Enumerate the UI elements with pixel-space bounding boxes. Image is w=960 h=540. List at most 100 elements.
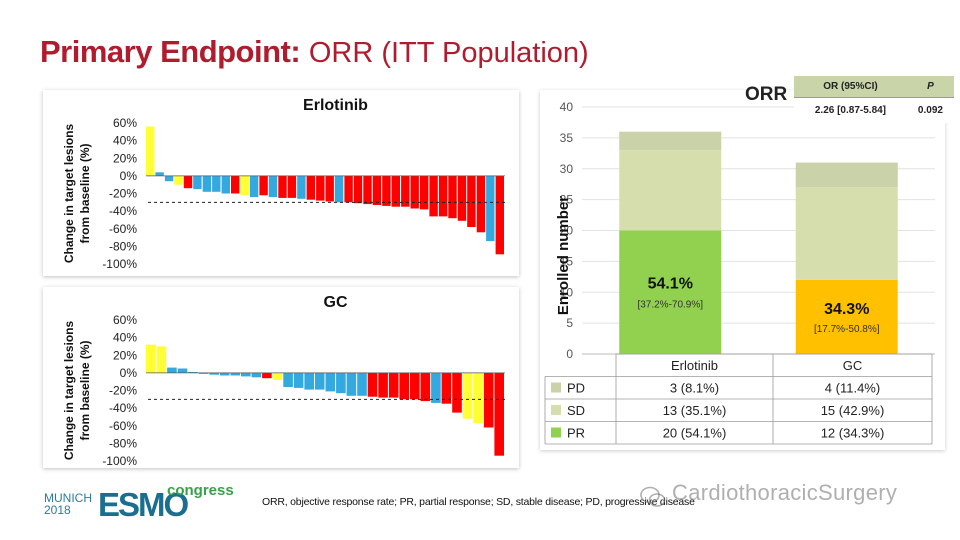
logo-city-year: MUNICH 2018 bbox=[44, 492, 92, 516]
waterfall-bar bbox=[259, 175, 268, 196]
waterfall-bar bbox=[209, 372, 219, 375]
y-tick-label: 35 bbox=[560, 131, 574, 145]
stack-ylabel: Enrolled number bbox=[555, 196, 572, 315]
stack-segment bbox=[619, 131, 722, 151]
waterfall-bar bbox=[372, 175, 382, 205]
waterfall-bar bbox=[367, 372, 378, 397]
waterfall-bar bbox=[410, 175, 419, 209]
y-tick-label: -100% bbox=[102, 257, 137, 271]
waterfall-bar bbox=[357, 372, 367, 396]
waterfall-bar bbox=[336, 372, 346, 394]
waterfall-ylabel: Change in target lesions from baseline (%… bbox=[62, 123, 92, 263]
waterfall-bar bbox=[262, 372, 272, 379]
y-tick-label: 0% bbox=[120, 366, 138, 380]
waterfall-bar bbox=[268, 175, 278, 198]
y-tick-label: -80% bbox=[109, 436, 137, 450]
y-tick-label: 15 bbox=[560, 254, 574, 268]
waterfall-bar bbox=[448, 175, 457, 219]
title-bold: Primary Endpoint: bbox=[40, 34, 301, 69]
ylabel-line: Change in target lesions bbox=[62, 320, 76, 460]
orr-stacked-chart: 0 5 10 15 20 25 30 35 40 Enrolled number 54.1% [37.… bbox=[544, 100, 935, 445]
waterfall-bar bbox=[457, 175, 467, 221]
y-tick-label: 30 bbox=[560, 162, 574, 176]
waterfall-bar bbox=[316, 175, 325, 201]
waterfall-bar bbox=[287, 175, 297, 198]
bar-percent-label: 54.1% bbox=[648, 275, 693, 292]
bar-ci-label: [37.2%-70.9%] bbox=[637, 299, 703, 310]
gc-waterfall-chart: GC Change in target lesions from baseline … bbox=[62, 294, 505, 468]
waterfall-bar bbox=[334, 175, 344, 203]
waterfall-bar bbox=[346, 372, 357, 396]
ylabel-line: from baseline (%) bbox=[78, 143, 92, 243]
logo-brand: ESMO bbox=[98, 486, 189, 523]
watermark: CardiothoracicSurgery bbox=[672, 480, 898, 505]
y-tick-label: -100% bbox=[102, 454, 137, 468]
waterfall-bar bbox=[494, 372, 504, 456]
waterfall-bar bbox=[438, 175, 448, 217]
y-tick-label: 20% bbox=[113, 348, 137, 362]
odds-ratio-table: OR (95%CI) P 2.26 [0.87-5.84] 0.092 bbox=[794, 76, 954, 123]
table-cell: 13 (35.1%) bbox=[663, 403, 727, 418]
waterfall-bar bbox=[486, 175, 495, 242]
table-cell: 3 (8.1%) bbox=[670, 381, 719, 396]
category-label: Erlotinib bbox=[671, 358, 718, 373]
waterfall-bar bbox=[420, 175, 429, 210]
y-tick-label: 20 bbox=[560, 224, 574, 238]
table-cell: 20 (54.1%) bbox=[663, 426, 727, 441]
waterfall-bar bbox=[304, 372, 314, 390]
wechat-icon bbox=[640, 486, 666, 507]
p-header: P bbox=[906, 76, 954, 98]
bar-percent-label: 34.3% bbox=[824, 301, 869, 318]
y-tick-label: 5 bbox=[566, 316, 573, 330]
waterfall-ylabel: Change in target lesions from baseline (%… bbox=[62, 320, 92, 460]
orr-label: ORR bbox=[745, 84, 788, 105]
waterfall-bar bbox=[230, 372, 241, 376]
logo-tag: congress bbox=[167, 482, 234, 499]
waterfall-bar bbox=[353, 175, 363, 204]
waterfall-bar bbox=[231, 175, 240, 194]
waterfall-bar bbox=[325, 372, 336, 392]
waterfall-bar bbox=[219, 372, 230, 376]
waterfall-bar bbox=[429, 175, 438, 217]
y-tick-label: 0% bbox=[120, 169, 138, 183]
legend-swatch bbox=[551, 382, 561, 393]
waterfall-bar bbox=[198, 372, 209, 374]
waterfall-bar bbox=[378, 372, 388, 398]
legend-label: PD bbox=[567, 381, 585, 396]
y-tick-label: -60% bbox=[109, 222, 137, 236]
waterfall-bar bbox=[146, 126, 155, 176]
y-tick-label: -40% bbox=[109, 401, 137, 415]
legend-swatch bbox=[551, 427, 561, 438]
waterfall-bar bbox=[314, 372, 325, 390]
waterfall-bar bbox=[431, 372, 441, 403]
waterfall-bar bbox=[388, 372, 399, 398]
footnote: ORR, objective response rate; PR, partia… bbox=[262, 496, 695, 508]
waterfall-bar bbox=[483, 372, 494, 428]
logo-city: MUNICH bbox=[44, 491, 92, 505]
legend-label: SD bbox=[567, 403, 585, 418]
waterfall-bar bbox=[452, 372, 462, 413]
waterfall-bar bbox=[306, 175, 315, 200]
slide-title: Primary Endpoint: ORR (ITT Population) bbox=[40, 34, 589, 70]
waterfall-bar bbox=[249, 175, 259, 198]
y-tick-label: -80% bbox=[109, 239, 137, 253]
waterfall-bar bbox=[177, 368, 188, 373]
or-value: 2.26 [0.87-5.84] bbox=[794, 97, 907, 123]
p-value: 0.092 bbox=[906, 97, 954, 123]
stack-segment bbox=[795, 187, 898, 280]
y-tick-label: -20% bbox=[109, 384, 137, 398]
y-tick-label: -40% bbox=[109, 204, 137, 218]
waterfall-bar bbox=[399, 372, 409, 400]
category-label: GC bbox=[843, 358, 863, 373]
waterfall-bar bbox=[212, 175, 221, 192]
waterfall-bar bbox=[221, 175, 230, 194]
stack-segment bbox=[795, 279, 898, 354]
stack-segment bbox=[619, 150, 722, 231]
waterfall-bar bbox=[363, 175, 372, 205]
waterfall-bar bbox=[283, 372, 293, 387]
erlotinib-waterfall-panel: Erlotinib Change in target lesions from ba… bbox=[43, 90, 519, 276]
waterfall-bar bbox=[344, 175, 353, 203]
y-tick-label: 60% bbox=[113, 116, 137, 130]
stack-segment bbox=[619, 230, 722, 354]
waterfall-bar bbox=[391, 175, 400, 207]
